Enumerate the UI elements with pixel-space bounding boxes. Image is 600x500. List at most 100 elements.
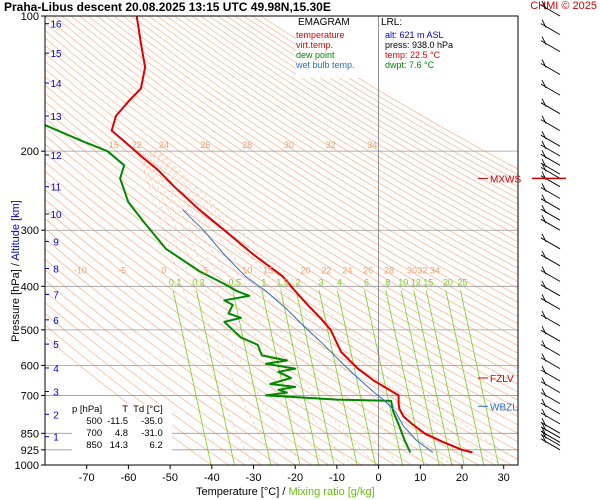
adiabat-label: 5 [203, 265, 208, 275]
y-tick-label: 400 [21, 281, 39, 293]
mixing-ratio-label: 10 [398, 277, 408, 287]
mixing-ratio-line [445, 290, 485, 465]
altitude-tick-label: 7 [53, 290, 59, 301]
legend-item-wet-bulb: wet bulb temp. [296, 60, 355, 70]
dry-adiabat-line [45, 258, 329, 465]
table-row: 500 -11.5 -35.0 [72, 416, 168, 428]
adiabat-label: 32 [417, 265, 427, 275]
x-tick-label: 0 [376, 472, 382, 484]
adiabat-label: 0 [161, 265, 166, 275]
moist-adiabat-line [159, 150, 518, 461]
adiabat-label: 10 [242, 265, 252, 275]
mixing-ratio-label: 0.1 [169, 277, 182, 287]
adiabat-label: 26 [363, 265, 373, 275]
x-tick-label: -60 [120, 472, 136, 484]
adiabat-label: 34 [367, 140, 377, 150]
dry-adiabat-line [70, 16, 518, 310]
dry-adiabat-line [87, 16, 518, 296]
altitude-tick-label: 14 [50, 79, 62, 90]
wind-barb [540, 158, 561, 175]
wind-barb [540, 325, 561, 342]
altitude-tick-label: 9 [53, 238, 59, 249]
table-cell: 500 [86, 416, 103, 427]
wind-barb [540, 418, 561, 434]
mixing-ratio-line [295, 290, 335, 465]
table-cell: -35.0 [141, 416, 163, 427]
x-tick-label: 20 [456, 472, 468, 484]
dry-adiabat-line [113, 16, 518, 276]
altitude-tick-label: 3 [53, 388, 59, 399]
wind-barb [540, 422, 561, 439]
mixing-ratio-line [232, 290, 272, 465]
altitude-tick-label: 8 [53, 264, 59, 275]
lrl-info-box: LRL: alt: 621 m ASL press: 938.0 hPa tem… [381, 18, 473, 78]
adiabat-label: 28 [384, 265, 394, 275]
table-cell: 6.2 [149, 440, 163, 451]
altitude-tick-label: 15 [50, 49, 62, 60]
adiabat-label: 22 [321, 265, 331, 275]
mixing-ratio-line [318, 290, 358, 465]
dry-adiabat-line [45, 60, 518, 377]
adiabat-label: -10 [74, 265, 87, 275]
mixing-ratio-label: 6 [364, 277, 369, 287]
dry-adiabat-line [45, 22, 518, 339]
mixing-ratio-label: 3 [319, 277, 324, 287]
dry-adiabat-line [45, 52, 518, 369]
mixing-ratio-line [385, 290, 425, 465]
table-cell: -31.0 [141, 428, 163, 439]
table-cell: 850 [86, 440, 103, 451]
x-axis-label-separator: / [282, 486, 286, 498]
x-axis-title: Temperature [°C] / Mixing ratio [g/kg] [196, 486, 375, 498]
adiabat-label: 24 [342, 265, 352, 275]
dry-adiabat-line [156, 16, 518, 243]
lrl-pressure: press: 938.0 hPa [385, 40, 454, 50]
wind-barb [540, 36, 561, 52]
dry-adiabat-line [45, 45, 518, 362]
table-cell: 700 [86, 428, 103, 439]
mixing-ratio-label: 15 [423, 277, 433, 287]
x-tick-label: 30 [498, 472, 510, 484]
dry-adiabat-line [45, 37, 518, 354]
wind-barb [540, 377, 561, 393]
wind-barb [540, 266, 561, 282]
mixing-ratio-label: 2 [296, 277, 301, 287]
legend-item-virtual-temperature: virt.temp. [296, 40, 334, 50]
wind-barb [540, 150, 561, 166]
altitude-tick-label: 13 [50, 112, 62, 123]
y-tick-label: 100 [21, 11, 39, 23]
mixing-ratio-label: 1.5 [276, 277, 289, 287]
dry-adiabat-line [122, 16, 518, 269]
wind-barb [540, 353, 561, 369]
wind-barb [540, 204, 561, 221]
mixing-ratio-label: 20 [443, 277, 453, 287]
mixing-ratio-line [196, 290, 235, 465]
wind-barb [540, 434, 561, 451]
dry-adiabat-line [96, 16, 518, 289]
mixing-ratio-line [337, 290, 376, 465]
altitude-tick-label: 2 [53, 410, 59, 421]
wind-barb [540, 250, 561, 267]
dry-adiabat-line [45, 84, 518, 401]
x-tick-label: -10 [329, 472, 345, 484]
dry-adiabat-line [45, 68, 518, 385]
y-axis-label-separator: / [10, 263, 22, 267]
credit-label: CHMI © 2025 [530, 0, 597, 12]
adiabat-label: 30 [284, 140, 294, 150]
dry-adiabat-line [182, 16, 518, 224]
mixing-ratio-label: 12 [411, 277, 421, 287]
altitude-tick-label: 4 [53, 364, 59, 375]
wind-barb [540, 140, 561, 157]
wind-barb [540, 79, 561, 96]
table-header-cell: Td [°C] [133, 404, 163, 415]
dry-adiabat-line [191, 16, 518, 218]
x-tick-label: -40 [204, 472, 220, 484]
wind-barb [540, 0, 561, 17]
dry-adiabat-line [53, 16, 518, 325]
adiabat-label: 22 [132, 140, 142, 150]
adiabat-label: 30 [407, 265, 417, 275]
dry-adiabat-line [45, 134, 518, 451]
table-header-cell: p [hPa] [72, 404, 103, 415]
table-row: 700 4.8 -31.0 [72, 428, 168, 440]
adiabat-label: 32 [326, 140, 336, 150]
